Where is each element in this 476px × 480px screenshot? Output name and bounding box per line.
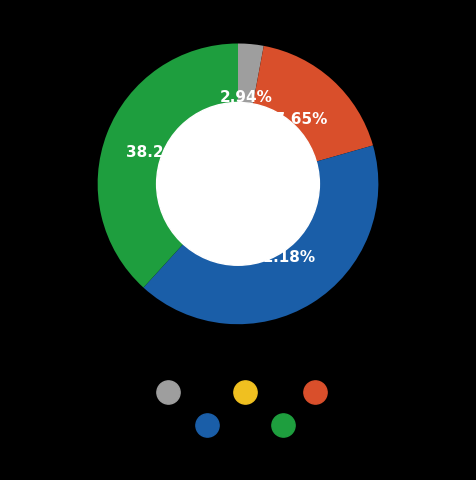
Point [203,421,211,429]
Wedge shape [238,44,264,104]
Point [164,388,172,396]
Point [311,388,319,396]
Text: 41.18%: 41.18% [252,250,315,265]
Text: 38.24%: 38.24% [126,145,189,160]
Wedge shape [253,46,373,162]
Circle shape [157,102,319,265]
Wedge shape [143,145,378,324]
Text: 2.94%: 2.94% [219,90,272,105]
Wedge shape [98,44,238,288]
Point [279,421,287,429]
Text: 17.65%: 17.65% [265,112,328,127]
Point [241,388,249,396]
